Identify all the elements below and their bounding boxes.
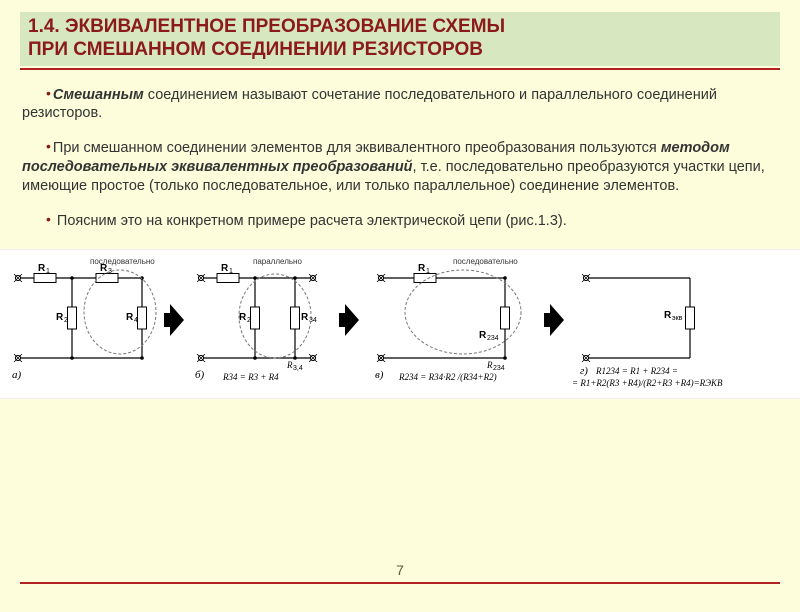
svg-text:R: R (301, 312, 309, 323)
title-line-2: ПРИ СМЕШАННОМ СОЕДИНЕНИИ РЕЗИСТОРОВ (28, 39, 772, 62)
footer-rule (20, 582, 780, 584)
panel-c: R1 R234 последовательно в) R234 = R34·R2… (375, 257, 521, 382)
page-number: 7 (0, 562, 800, 578)
p1-lead: Смешанным (53, 87, 144, 103)
annotation-series: последовательно (90, 257, 155, 266)
svg-text:R: R (38, 263, 46, 274)
svg-text:1: 1 (46, 268, 50, 275)
svg-text:234: 234 (487, 335, 499, 342)
svg-text:R: R (418, 263, 426, 274)
panel-a: R1 R2 R3 R4 последовательно a) (12, 257, 156, 381)
svg-text:234: 234 (493, 365, 505, 372)
p3: Поясним это на конкретном примере расчет… (53, 213, 567, 229)
annotation-parallel: параллельно (253, 257, 302, 266)
arrow-3 (544, 304, 564, 336)
svg-text:R: R (221, 263, 229, 274)
svg-text:3,4: 3,4 (293, 365, 303, 372)
circuit-diagram-strip: R1 R2 R3 R4 последовательно a) R1 R2 R34… (0, 249, 800, 399)
svg-text:R: R (286, 360, 293, 370)
panel-a-label: a) (12, 369, 22, 381)
panel-b-label: б) (195, 369, 205, 381)
p2-a: При смешанном соединении элементов для э… (53, 140, 661, 156)
svg-text:4: 4 (134, 317, 138, 324)
panel-d-eq2: = R1+R2(R3 +R4)/(R2+R3 +R4)=RЭКВ (572, 378, 723, 388)
svg-text:2: 2 (247, 317, 251, 324)
svg-text:1: 1 (426, 268, 430, 275)
svg-text:R: R (126, 312, 134, 323)
bullet-icon: • (46, 85, 53, 101)
panel-c-eq: R234 = R34·R2 /(R34+R2) (398, 372, 497, 382)
svg-text:1: 1 (229, 268, 233, 275)
title-block: 1.4. ЭКВИВАЛЕНТНОЕ ПРЕОБРАЗОВАНИЕ СХЕМЫ … (20, 12, 780, 70)
arrow-2 (339, 304, 359, 336)
svg-text:экв: экв (672, 315, 683, 322)
svg-text:R: R (56, 312, 64, 323)
panel-b: R1 R2 R34 параллельно б) R34 = R3 + R4 R… (195, 257, 317, 382)
bullet-icon: • (46, 211, 53, 227)
svg-text:R: R (479, 330, 487, 341)
paragraph-1: •Смешанным соединением называют сочетани… (22, 84, 778, 124)
svg-text:2: 2 (64, 317, 68, 324)
annotation-series-2: последовательно (453, 257, 518, 266)
svg-text:R: R (486, 360, 493, 370)
panel-d: Rэкв г) R1234 = R1 + R234 = = R1+R2(R3 +… (572, 274, 723, 388)
bullet-icon: • (46, 138, 53, 154)
panel-c-label: в) (375, 369, 384, 381)
paragraph-3: • Поясним это на конкретном примере расч… (22, 210, 778, 231)
arrow-1 (164, 304, 184, 336)
svg-text:R: R (239, 312, 247, 323)
title-line-1: 1.4. ЭКВИВАЛЕНТНОЕ ПРЕОБРАЗОВАНИЕ СХЕМЫ (28, 16, 772, 39)
title-inner: 1.4. ЭКВИВАЛЕНТНОЕ ПРЕОБРАЗОВАНИЕ СХЕМЫ … (20, 12, 780, 66)
paragraph-2: •При смешанном соединении элементов для … (22, 137, 778, 196)
panel-b-eq: R34 = R3 + R4 (222, 372, 279, 382)
panel-d-eq1: R1234 = R1 + R234 = (595, 366, 678, 376)
svg-text:3: 3 (108, 268, 112, 275)
circuit-svg: R1 R2 R3 R4 последовательно a) R1 R2 R34… (0, 250, 800, 400)
svg-text:R: R (664, 310, 672, 321)
panel-d-label: г) (580, 365, 588, 377)
